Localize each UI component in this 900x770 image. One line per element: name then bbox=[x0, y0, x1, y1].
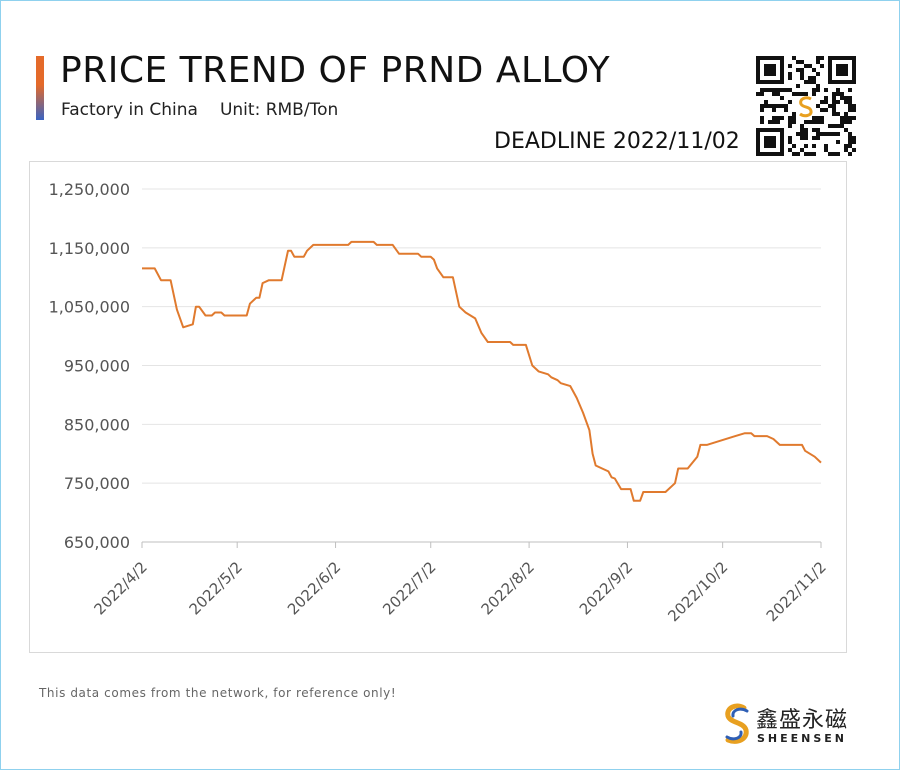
x-tick-label: 2022/9/2 bbox=[576, 558, 636, 618]
y-tick-label: 650,000 bbox=[64, 533, 130, 552]
y-tick-label: 750,000 bbox=[64, 474, 130, 493]
chart-title: PRICE TREND OF PRND ALLOY bbox=[60, 50, 611, 91]
brand-block: 鑫盛永磁 SHEENSEN bbox=[722, 702, 852, 748]
brand-name-english: SHEENSEN bbox=[757, 732, 848, 745]
x-tick-label: 2022/5/2 bbox=[186, 558, 246, 618]
line-chart: 650,000 750,000 850,000 950,000 1,050,000 1,1… bbox=[49, 180, 830, 625]
chart-panel: 650,000 750,000 850,000 950,000 1,050,000 1,1… bbox=[29, 161, 847, 653]
x-tick-label: 2022/7/2 bbox=[379, 558, 439, 618]
y-tick-label: 1,250,000 bbox=[49, 180, 130, 199]
x-tick-label: 2022/10/2 bbox=[664, 558, 731, 625]
chart-subtitle: Factory in China Unit: RMB/Ton bbox=[61, 100, 338, 120]
y-tick-label: 950,000 bbox=[64, 357, 130, 376]
x-tick-label: 2022/8/2 bbox=[478, 558, 538, 618]
deadline-label: DEADLINE 2022/11/02 bbox=[494, 129, 740, 154]
title-accent-bar bbox=[36, 56, 44, 120]
y-tick-label: 850,000 bbox=[64, 415, 130, 434]
y-tick-label: 1,150,000 bbox=[49, 239, 130, 258]
x-tick-label: 2022/4/2 bbox=[90, 558, 150, 618]
source-footnote: This data comes from the network, for re… bbox=[39, 686, 397, 700]
y-tick-label: 1,050,000 bbox=[49, 298, 130, 317]
x-tick-label: 2022/11/2 bbox=[763, 558, 830, 625]
qr-code-icon bbox=[756, 56, 856, 156]
brand-name-chinese: 鑫盛永磁 bbox=[756, 708, 849, 733]
x-tick-label: 2022/6/2 bbox=[284, 558, 344, 618]
subtitle-unit: Unit: RMB/Ton bbox=[219, 100, 339, 120]
subtitle-source: Factory in China bbox=[61, 100, 198, 120]
sheensen-logo-icon bbox=[725, 703, 749, 744]
series-line bbox=[142, 240, 822, 502]
